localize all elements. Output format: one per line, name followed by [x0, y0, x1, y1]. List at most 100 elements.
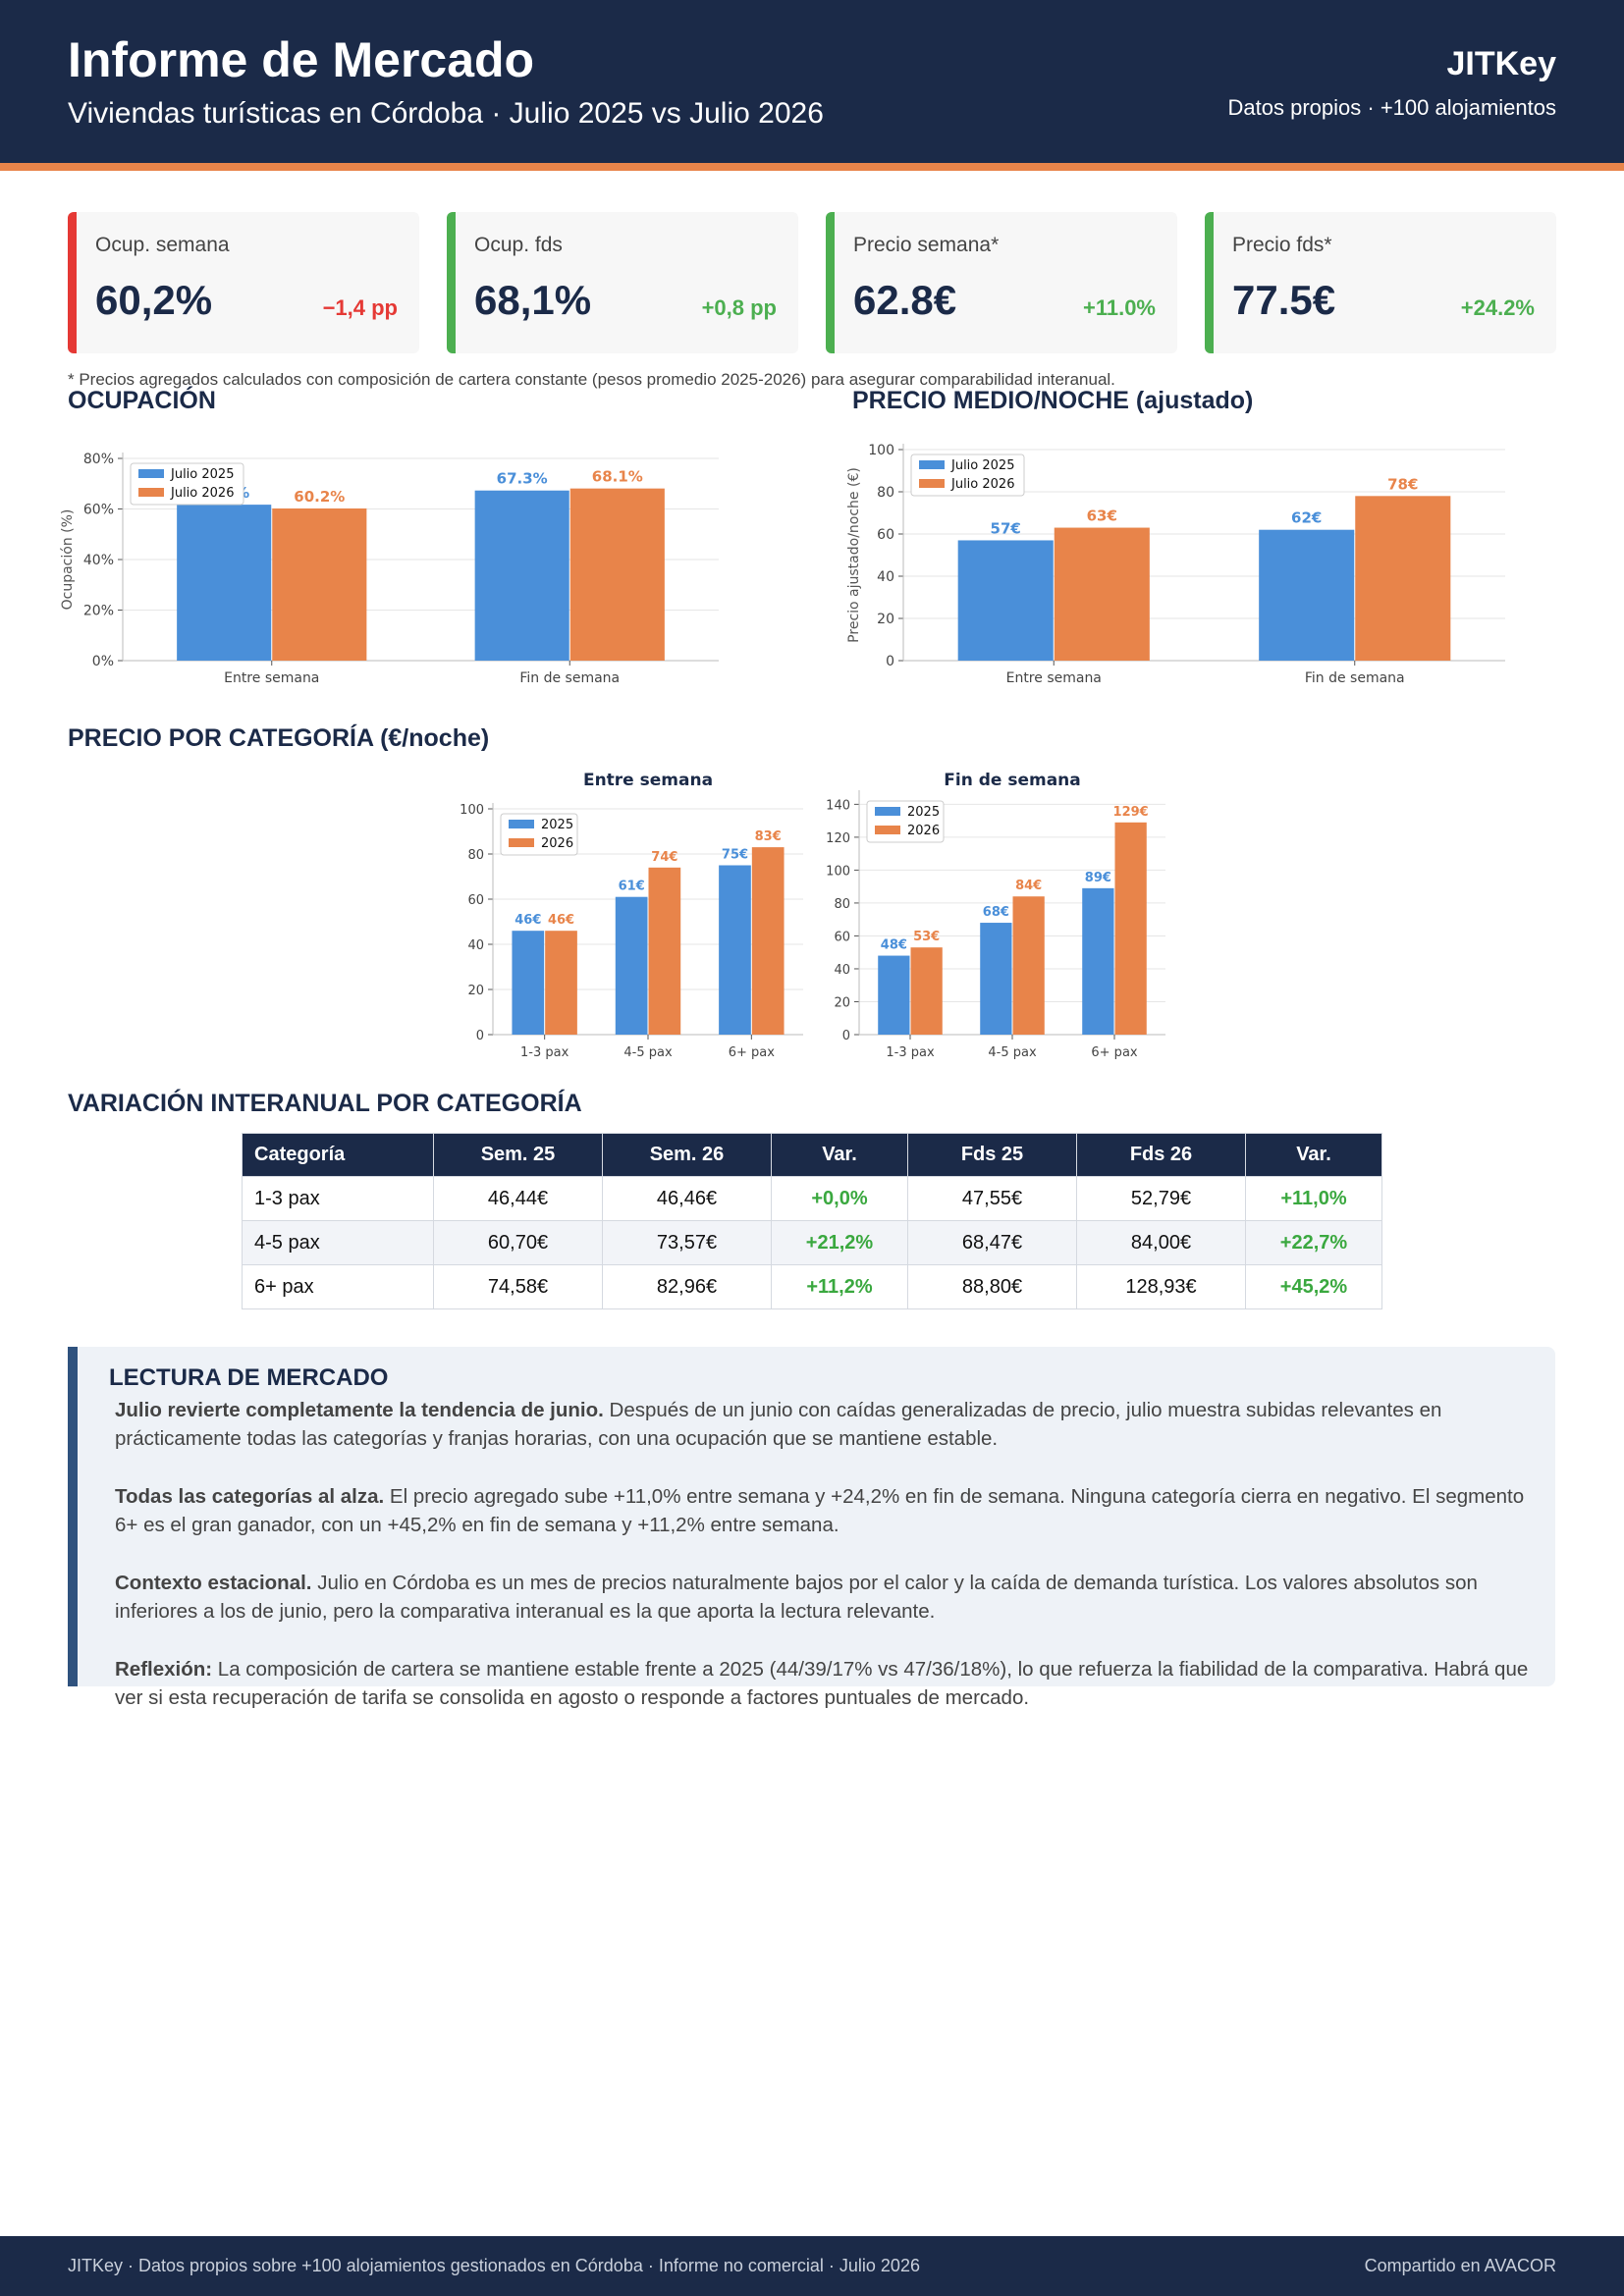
table-cell: 73,57€	[602, 1220, 772, 1265]
footer-shared-in: Compartido en AVACOR	[1364, 2256, 1556, 2275]
y-tick-label: 0	[842, 1029, 850, 1043]
reading-paragraph: Todas las categorías al alza. El precio …	[115, 1482, 1529, 1539]
bar-julio-2026	[569, 488, 665, 661]
table-header-cell: Sem. 25	[433, 1133, 603, 1177]
section-title-price: PRECIO MEDIO/NOCHE (ajustado)	[852, 387, 1254, 414]
chart-occupancy: 0%20%40%60%80%Entre semana61.7%60.2%Fin …	[60, 452, 719, 686]
y-tick-label: 60	[834, 930, 850, 944]
reading-paragraph-text: Julio en Córdoba es un mes de precios na…	[115, 1572, 1478, 1623]
kpi-card-occupancy-week: Ocup. semana 60,2% −1,4 pp	[68, 212, 419, 353]
kpi-label: Ocup. semana	[95, 234, 230, 256]
kpi-delta: +11.0%	[1082, 295, 1156, 320]
y-tick-label: 60	[877, 527, 894, 543]
y-tick-label: 0	[476, 1029, 484, 1043]
yoy-variation-table: Categoría Sem. 25 Sem. 26 Var. Fds 25 Fd…	[242, 1133, 1382, 1309]
chart-category-weekday: 0 20 40 60 80 100 1-3 pax 46€ 46€ 4-5 pax 61€ 74€ 6+…	[460, 771, 803, 1060]
bar-2026	[648, 867, 681, 1035]
chart-price: 0 20 40 60 80 100 Entre semana 57€ 63€ Fin de sem…	[846, 443, 1505, 686]
table-cell: 68,47€	[907, 1220, 1077, 1265]
reading-paragraph-text: La composición de cartera se mantiene es…	[115, 1658, 1529, 1709]
kpi-label: Ocup. fds	[474, 234, 563, 256]
table-cell: 74,58€	[433, 1264, 603, 1309]
data-label: 46€	[548, 913, 574, 928]
legend-label: 2026	[907, 824, 940, 838]
data-label: 84€	[1015, 879, 1042, 893]
y-tick-label: 40%	[83, 553, 114, 568]
table-cell: 84,00€	[1076, 1220, 1246, 1265]
header-accent-stripe	[0, 163, 1624, 171]
reading-paragraph-lead: Reflexión:	[115, 1658, 213, 1681]
bar-julio-2025	[957, 540, 1054, 661]
table-header-cell: Sem. 26	[602, 1133, 772, 1177]
y-axis-label: Ocupación (%)	[60, 509, 76, 611]
table-cell: 128,93€	[1076, 1264, 1246, 1309]
y-axis-label: Precio ajustado/noche (€)	[846, 467, 862, 643]
table-cell: 82,96€	[602, 1264, 772, 1309]
table-cell-variation: +45,2%	[1245, 1264, 1382, 1309]
legend-label: 2025	[541, 818, 573, 832]
bar-julio-2025	[474, 490, 569, 661]
legend-swatch	[919, 460, 945, 469]
y-tick-label: 100	[827, 864, 850, 879]
bar-2025	[1082, 887, 1114, 1035]
data-label: 68€	[983, 905, 1009, 920]
table-cell: 88,80€	[907, 1264, 1077, 1309]
y-tick-label: 0	[886, 654, 894, 669]
data-label: 61€	[619, 880, 645, 894]
bar-2025	[980, 923, 1012, 1035]
x-tick-label: 4-5 pax	[988, 1045, 1037, 1060]
kpi-delta: +0,8 pp	[701, 295, 777, 320]
brand-name: JITKey	[1446, 45, 1557, 82]
kpi-card-price-weekend: Precio fds* 77.5€ +24.2%	[1205, 212, 1556, 353]
data-label: 75€	[722, 848, 748, 863]
table-cell: 60,70€	[433, 1220, 603, 1265]
table-cell: 4-5 pax	[242, 1220, 434, 1265]
data-label: 89€	[1085, 871, 1111, 885]
section-title-category: PRECIO POR CATEGORÍA (€/noche)	[68, 724, 490, 752]
table-header-cell: Var.	[1245, 1133, 1382, 1177]
table-cell: 47,55€	[907, 1176, 1077, 1221]
bar-2026	[1114, 822, 1147, 1035]
reading-paragraph-text: Después de un junio con caídas generaliz…	[115, 1399, 1442, 1450]
legend-label: Julio 2025	[950, 458, 1014, 473]
chart-category-weekend: 0 20 40 60 80 100 120 140 1-3 pax 48€ 53€ 4-5 pax 68…	[827, 771, 1165, 1060]
data-label: 129€	[1113, 805, 1149, 820]
reading-paragraph: Contexto estacional. Julio en Córdoba es…	[115, 1569, 1529, 1626]
reading-paragraph-text: El precio agregado sube +11,0% entre sem…	[115, 1485, 1525, 1536]
reading-body: Julio revierte completamente la tendenci…	[115, 1396, 1529, 1741]
kpi-status-bar	[68, 212, 77, 353]
y-tick-label: 20	[877, 612, 894, 627]
kpi-status-bar	[826, 212, 835, 353]
y-tick-label: 80	[834, 897, 850, 912]
x-tick-label: Fin de semana	[519, 670, 620, 686]
x-tick-label: 6+ pax	[1091, 1045, 1138, 1060]
table-header-cell: Fds 25	[907, 1133, 1077, 1177]
y-tick-label: 140	[827, 798, 850, 813]
kpi-card-price-week: Precio semana* 62.8€ +11.0%	[826, 212, 1177, 353]
x-tick-label: 6+ pax	[729, 1045, 776, 1060]
legend-label: 2025	[907, 805, 940, 820]
bar-2025	[719, 865, 751, 1035]
y-tick-label: 40	[877, 569, 894, 585]
reading-paragraph-lead: Todas las categorías al alza.	[115, 1485, 385, 1508]
bar-julio-2025	[1259, 529, 1355, 661]
y-tick-label: 80	[467, 848, 484, 863]
legend-swatch	[875, 807, 900, 816]
bar-2026	[910, 947, 943, 1035]
y-tick-label: 60	[467, 893, 484, 908]
data-label: 63€	[1087, 507, 1117, 525]
table-cell: 1-3 pax	[242, 1176, 434, 1221]
legend-label: Julio 2026	[950, 477, 1014, 492]
table-cell: 46,46€	[602, 1176, 772, 1221]
reading-paragraph: Julio revierte completamente la tendenci…	[115, 1396, 1529, 1453]
data-label: 67.3%	[497, 470, 548, 488]
bar-2026	[751, 847, 785, 1035]
market-reading-box: LECTURA DE MERCADO Julio revierte comple…	[68, 1347, 1555, 1709]
data-label: 62€	[1291, 509, 1322, 527]
kpi-card-occupancy-weekend: Ocup. fds 68,1% +0,8 pp	[447, 212, 798, 353]
reading-paragraph-lead: Contexto estacional.	[115, 1572, 312, 1594]
table-cell-variation: +11,2%	[771, 1264, 908, 1309]
y-tick-label: 100	[868, 443, 894, 458]
data-label: 53€	[913, 930, 940, 944]
y-tick-label: 20%	[83, 604, 114, 619]
